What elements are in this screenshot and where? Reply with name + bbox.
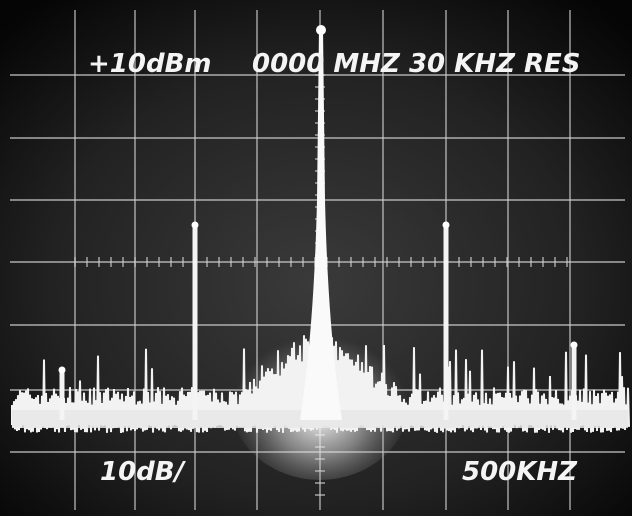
vertical-scale: 10dB/ (100, 457, 187, 487)
peak-dot (316, 25, 326, 35)
spur (444, 225, 449, 420)
spur (193, 225, 198, 420)
spur-tip (192, 222, 199, 229)
spur (60, 370, 65, 420)
spur-tip (571, 342, 578, 349)
analyzer-screen: +10dBm 0000 MHZ 30 KHZ RES 10dB/ 500KHZ (0, 0, 632, 516)
frequency-resolution: 0000 MHZ 30 KHZ RES (252, 49, 581, 79)
horizontal-scale: 500KHZ (462, 457, 578, 487)
spur-tip (443, 222, 450, 229)
spur-tip (59, 367, 66, 374)
spur (572, 345, 577, 420)
reference-level: +10dBm (88, 49, 212, 79)
